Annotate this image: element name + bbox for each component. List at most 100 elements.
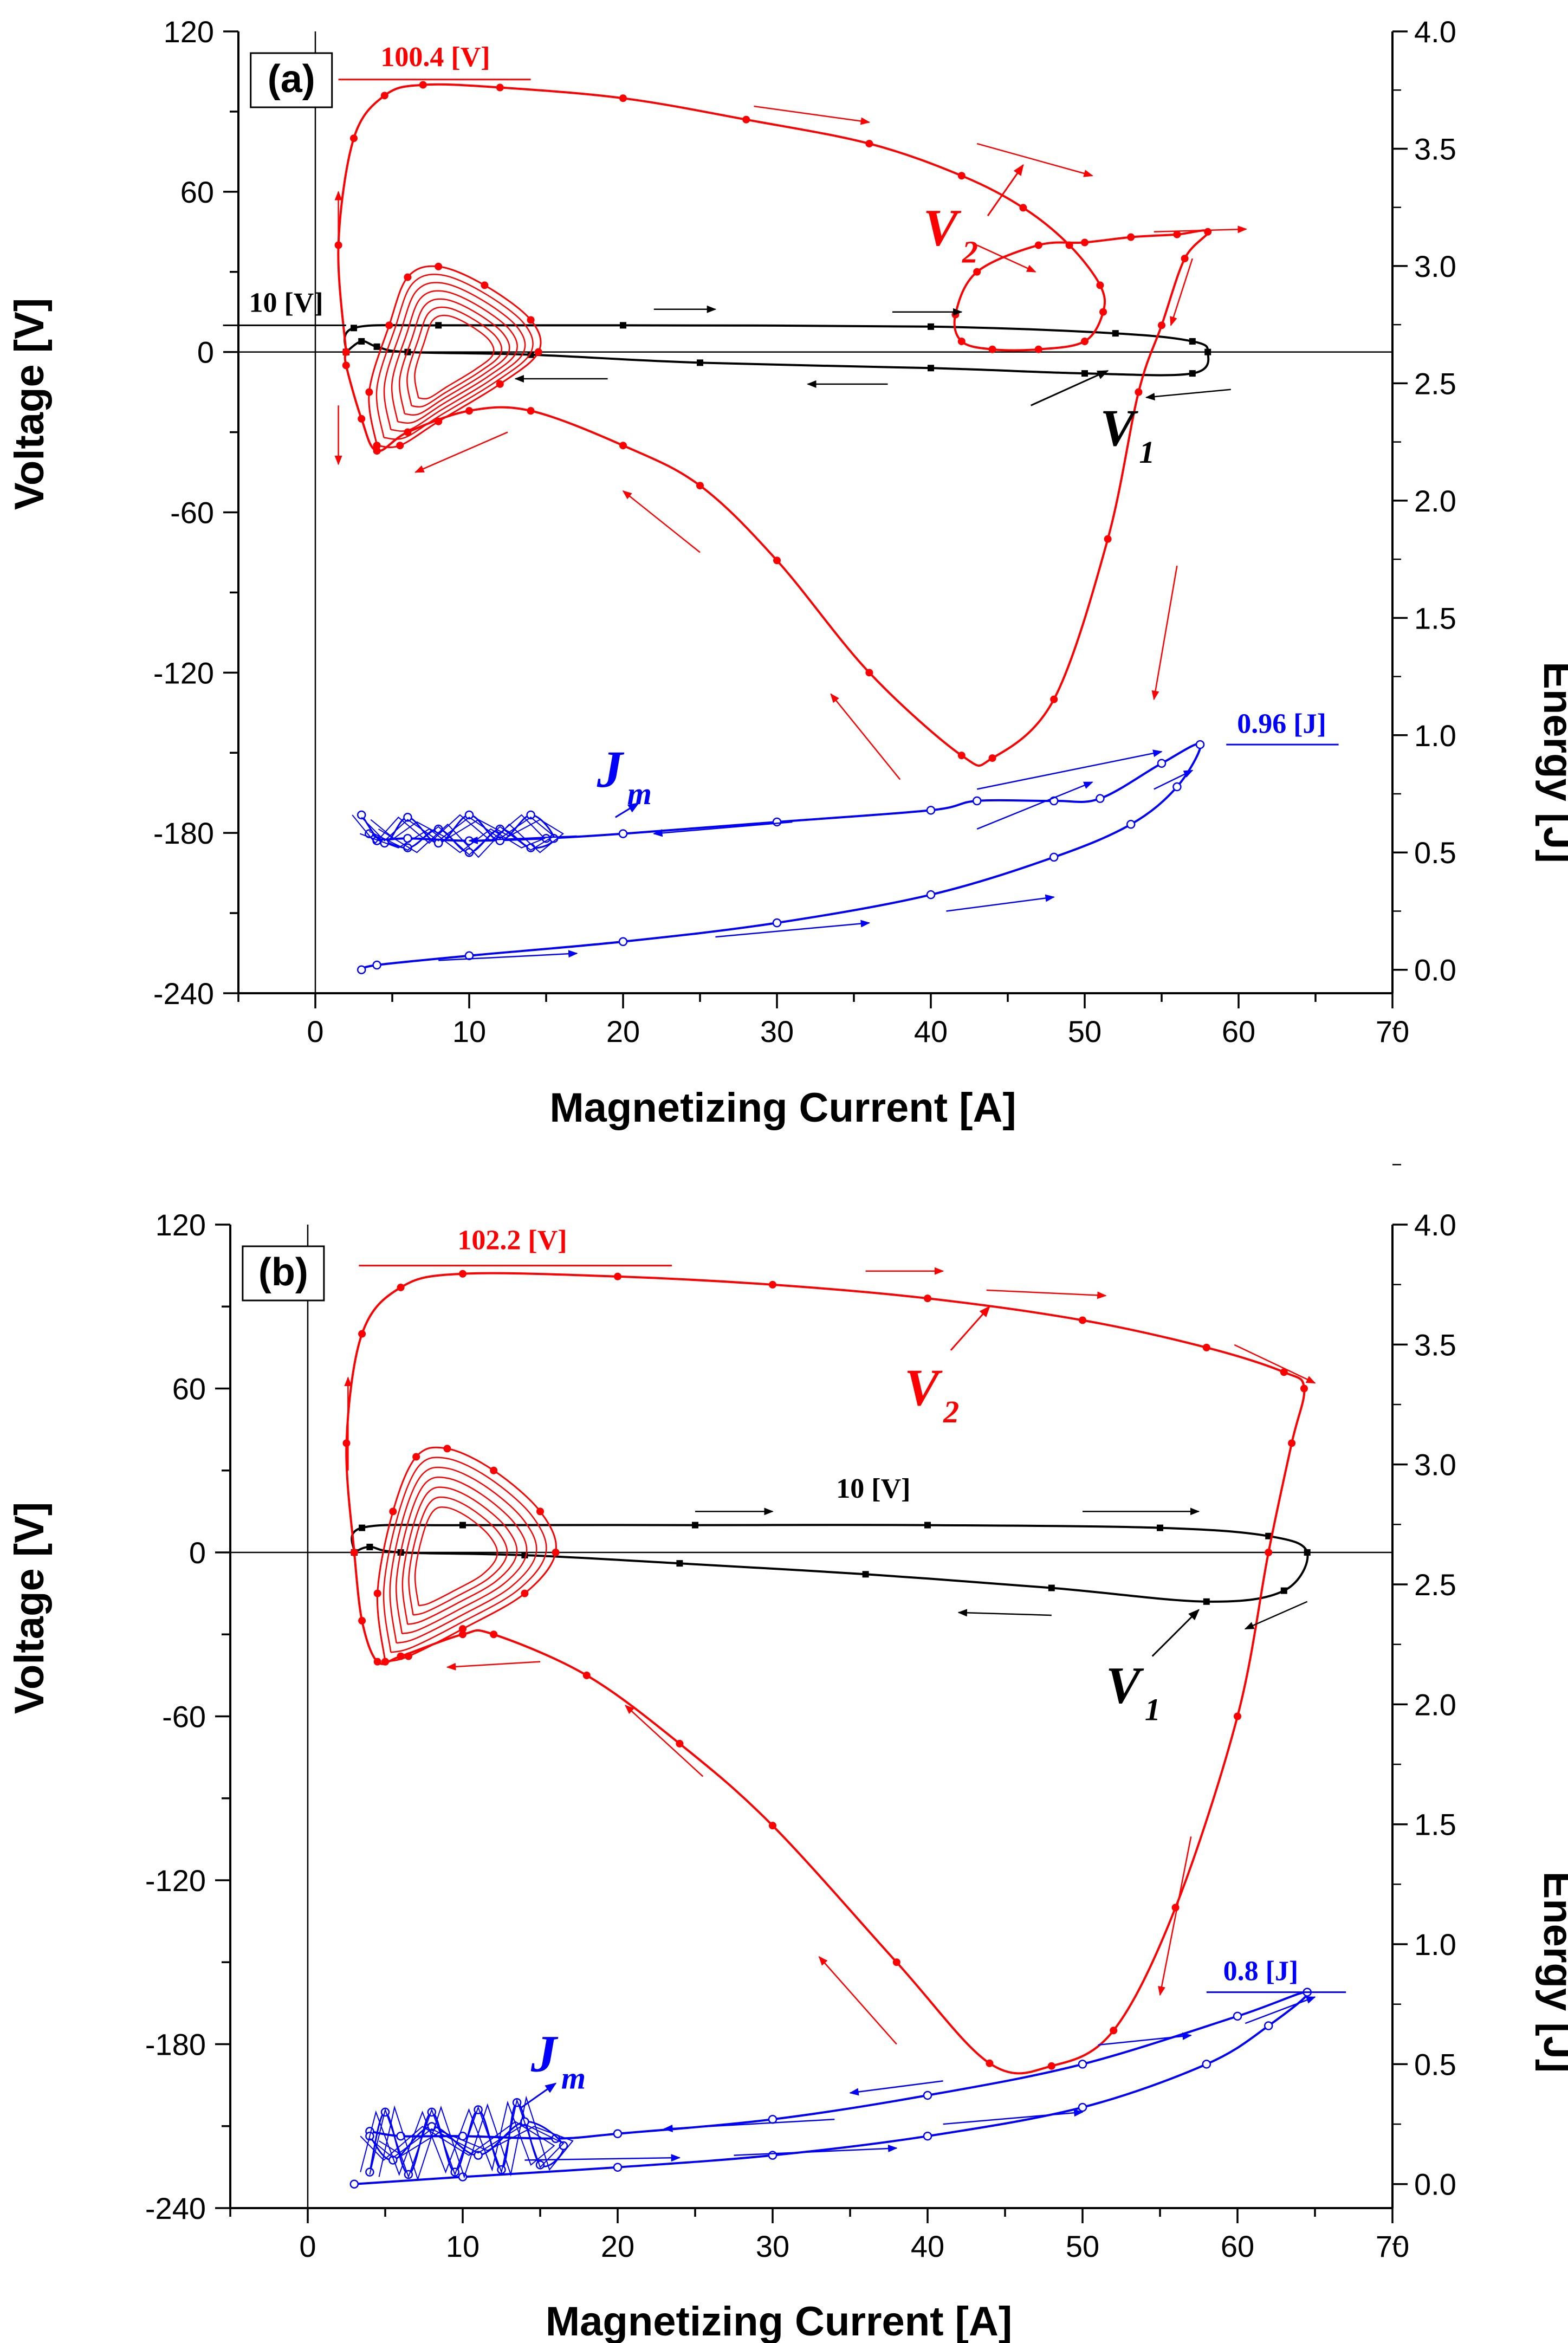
data-point	[1081, 238, 1088, 247]
data-point	[676, 1739, 684, 1747]
curve-label-main: J	[597, 740, 625, 798]
v1-pointer-arrow	[1030, 370, 1109, 406]
data-point	[988, 754, 996, 762]
data-point	[1304, 1549, 1311, 1556]
data-point	[697, 359, 703, 366]
data-point	[1288, 1439, 1296, 1447]
y-right-tick-label: 0.5	[1414, 2047, 1456, 2081]
jm-oscillation-hatch	[360, 2095, 574, 2182]
series-v2-oscillation	[365, 262, 542, 450]
curve-label-main: V	[904, 1358, 943, 1416]
oscillation-hatch-line	[369, 2098, 565, 2179]
data-point	[342, 348, 350, 356]
curve-label-main: V	[1100, 399, 1138, 457]
series-v1-curve	[342, 322, 1211, 377]
direction-arrow	[946, 894, 1055, 912]
data-point	[459, 1625, 466, 1633]
series-line	[344, 323, 1210, 377]
v1-peak-annotation: 10 [V]	[249, 288, 323, 319]
y-left-tick-label: -120	[145, 1863, 206, 1898]
jm-peak-annotation: 0.96 [J]	[1237, 708, 1326, 739]
data-point	[1265, 1549, 1273, 1556]
x-tick-label: 0	[299, 2229, 316, 2263]
data-point	[1195, 740, 1205, 749]
direction-arrow	[446, 1661, 541, 1671]
oscillation-ring	[406, 306, 503, 408]
curve-label-subscript: 1	[1145, 1692, 1161, 1727]
series-line	[354, 1991, 1309, 2185]
data-point	[1081, 337, 1088, 345]
data-point	[1047, 2062, 1055, 2070]
y-right-tick-label: 4.0	[1414, 1208, 1456, 1242]
data-point	[972, 796, 982, 806]
data-point	[865, 140, 873, 148]
data-point	[1181, 255, 1189, 263]
series-line	[368, 265, 542, 448]
data-point	[928, 365, 934, 372]
data-point	[1233, 2011, 1242, 2021]
direction-arrow	[986, 1289, 1107, 1299]
oscillation-hatch-line	[361, 817, 555, 856]
direction-arrow	[622, 490, 701, 553]
direction-arrow	[976, 143, 1093, 177]
curve-label-subscript: m	[561, 2061, 586, 2096]
data-point	[381, 1658, 389, 1666]
direction-arrow	[1151, 565, 1178, 701]
data-point	[459, 1270, 466, 1278]
data-point	[1234, 1712, 1241, 1720]
oscillation-ring	[398, 298, 510, 416]
x-tick-label: 50	[1068, 1014, 1102, 1048]
data-point	[924, 1295, 931, 1303]
series-line	[361, 742, 1202, 971]
y-left-axis-title: Voltage [V]	[7, 1502, 53, 1714]
data-point	[619, 94, 627, 102]
curve-label-subscript: 1	[1139, 435, 1155, 470]
data-point	[1110, 2027, 1118, 2035]
direction-arrow	[438, 950, 578, 961]
oscillation-ring	[383, 282, 526, 432]
x-tick-label: 60	[1222, 1014, 1255, 1048]
jm-oscillation-hatch	[352, 814, 564, 858]
data-point	[1019, 204, 1027, 212]
direction-arrow	[625, 1705, 704, 1777]
direction-arrow	[976, 781, 1093, 830]
data-point	[443, 1445, 451, 1453]
chart-panel-a: 0 10 20 30 40 50 60 70 120 60 0 -60 -120 -180 -240 4.0 3…	[7, 15, 1568, 1131]
data-point	[1157, 1524, 1163, 1531]
data-point	[412, 1453, 420, 1461]
oscillation-ring	[414, 314, 495, 400]
direction-arrow	[976, 244, 1036, 273]
oscillation-ring	[401, 1486, 518, 1625]
data-point	[342, 1439, 351, 1447]
data-point	[372, 960, 381, 970]
data-point	[464, 847, 474, 857]
data-point	[1096, 281, 1104, 289]
series-v2-curve	[342, 1270, 1308, 2075]
data-point	[373, 1589, 381, 1597]
v2-pointer-arrow	[987, 164, 1024, 217]
data-point	[349, 2179, 359, 2189]
data-point	[1172, 782, 1182, 792]
data-point	[433, 838, 443, 848]
data-point	[490, 1466, 498, 1474]
data-point	[692, 1522, 698, 1529]
data-point	[862, 1571, 869, 1578]
direction-arrow	[414, 431, 508, 473]
oscillation-ring	[391, 290, 518, 424]
y-right-tick-label: 0.5	[1414, 836, 1456, 870]
direction-arrow	[1245, 1996, 1316, 2024]
y-right-tick-label: 1.0	[1414, 719, 1456, 753]
data-point	[342, 361, 350, 370]
data-point	[527, 316, 535, 324]
direction-arrow	[1158, 1836, 1192, 1996]
data-point	[957, 337, 966, 345]
data-point	[366, 1543, 373, 1550]
data-point	[365, 2167, 374, 2177]
data-point	[1112, 330, 1119, 337]
data-point	[1126, 820, 1136, 829]
y-left-tick-label: 120	[155, 1208, 206, 1242]
data-point	[1099, 308, 1107, 316]
data-point	[490, 1630, 498, 1639]
direction-arrow	[1154, 769, 1194, 790]
